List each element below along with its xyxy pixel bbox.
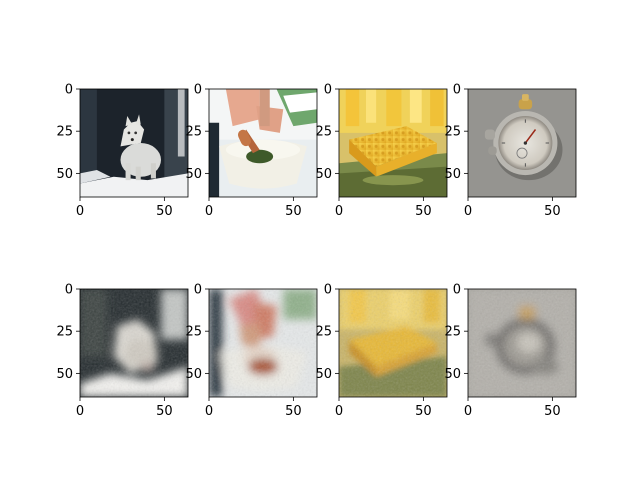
stopwatch-reconstruction [468, 289, 576, 397]
y-tick-label-1-2-1: 25 [185, 125, 202, 140]
y-tick-label-1-4-0: 0 [453, 83, 461, 98]
axes-frame-2-3 [338, 288, 448, 398]
panel-2-4 [468, 289, 576, 397]
x-tick-label-1-3-0: 0 [335, 204, 343, 219]
panel-1-3 [339, 89, 447, 197]
y-tick-label-1-2-0: 0 [194, 83, 202, 98]
axes-layer: 0 50 0 25 50 0 50 0 25 50 0 50 0 25 50 0 50 0 25 50 0 50 0 25 50… [56, 83, 577, 419]
x-tick-label-1-2-1: 50 [285, 204, 302, 219]
axes-frame-2-2 [208, 288, 318, 398]
y-tick-label-1-1-2: 50 [56, 167, 73, 182]
panel-2-3 [339, 289, 447, 397]
panel-1-1 [80, 89, 188, 197]
wolf-reconstruction [80, 289, 188, 397]
y-tick-label-1-3-0: 0 [324, 83, 332, 98]
honeycomb-photo [339, 89, 447, 197]
x-tick-label-1-4-1: 50 [544, 204, 561, 219]
axes-frame-1-4 [467, 88, 577, 198]
x-tick-label-1-2-0: 0 [205, 204, 213, 219]
honeycomb-reconstruction [339, 289, 447, 397]
panel-2-1 [80, 289, 188, 397]
panel-1-2 [209, 89, 317, 197]
panel-2-2 [209, 289, 317, 397]
y-tick-label-2-4-0: 0 [453, 283, 461, 298]
axes-frame-2-4 [467, 288, 577, 398]
y-tick-label-2-1-2: 50 [56, 367, 73, 382]
y-tick-label-1-4-2: 50 [444, 167, 461, 182]
x-tick-label-2-4-0: 0 [464, 404, 472, 419]
y-tick-label-1-3-1: 25 [315, 125, 332, 140]
axes-frame-1-2 [208, 88, 318, 198]
stopwatch-photo [468, 89, 576, 197]
y-tick-label-2-4-2: 50 [444, 367, 461, 382]
x-tick-label-2-2-1: 50 [285, 404, 302, 419]
x-tick-label-1-1-1: 50 [156, 204, 173, 219]
y-tick-label-2-3-2: 50 [315, 367, 332, 382]
y-tick-label-2-1-1: 25 [56, 325, 73, 340]
panel-1-4 [468, 89, 576, 197]
y-tick-label-1-3-2: 50 [315, 167, 332, 182]
axes-frame-1-1 [79, 88, 189, 198]
axes-frame-2-1 [79, 288, 189, 398]
x-tick-label-2-1-0: 0 [76, 404, 84, 419]
y-tick-label-2-3-1: 25 [315, 325, 332, 340]
x-tick-label-1-4-0: 0 [464, 204, 472, 219]
x-tick-label-2-3-0: 0 [335, 404, 343, 419]
x-tick-label-2-2-0: 0 [205, 404, 213, 419]
x-tick-label-1-1-0: 0 [76, 204, 84, 219]
x-tick-label-2-4-1: 50 [544, 404, 561, 419]
x-tick-label-2-3-1: 50 [415, 404, 432, 419]
y-tick-label-1-2-2: 50 [185, 167, 202, 182]
x-tick-label-2-1-1: 50 [156, 404, 173, 419]
x-tick-label-1-3-1: 50 [415, 204, 432, 219]
y-tick-label-2-2-1: 25 [185, 325, 202, 340]
mortar-reconstruction [209, 289, 317, 397]
axes-frame-1-3 [338, 88, 448, 198]
y-tick-label-2-2-2: 50 [185, 367, 202, 382]
y-tick-label-2-3-0: 0 [324, 283, 332, 298]
y-tick-label-2-4-1: 25 [444, 325, 461, 340]
y-tick-label-1-1-0: 0 [65, 83, 73, 98]
y-tick-label-2-2-0: 0 [194, 283, 202, 298]
y-tick-label-1-4-1: 25 [444, 125, 461, 140]
y-tick-label-1-1-1: 25 [56, 125, 73, 140]
mortar-pestle-photo [209, 89, 317, 197]
y-tick-label-2-1-0: 0 [65, 283, 73, 298]
wolf-photo [80, 89, 188, 197]
